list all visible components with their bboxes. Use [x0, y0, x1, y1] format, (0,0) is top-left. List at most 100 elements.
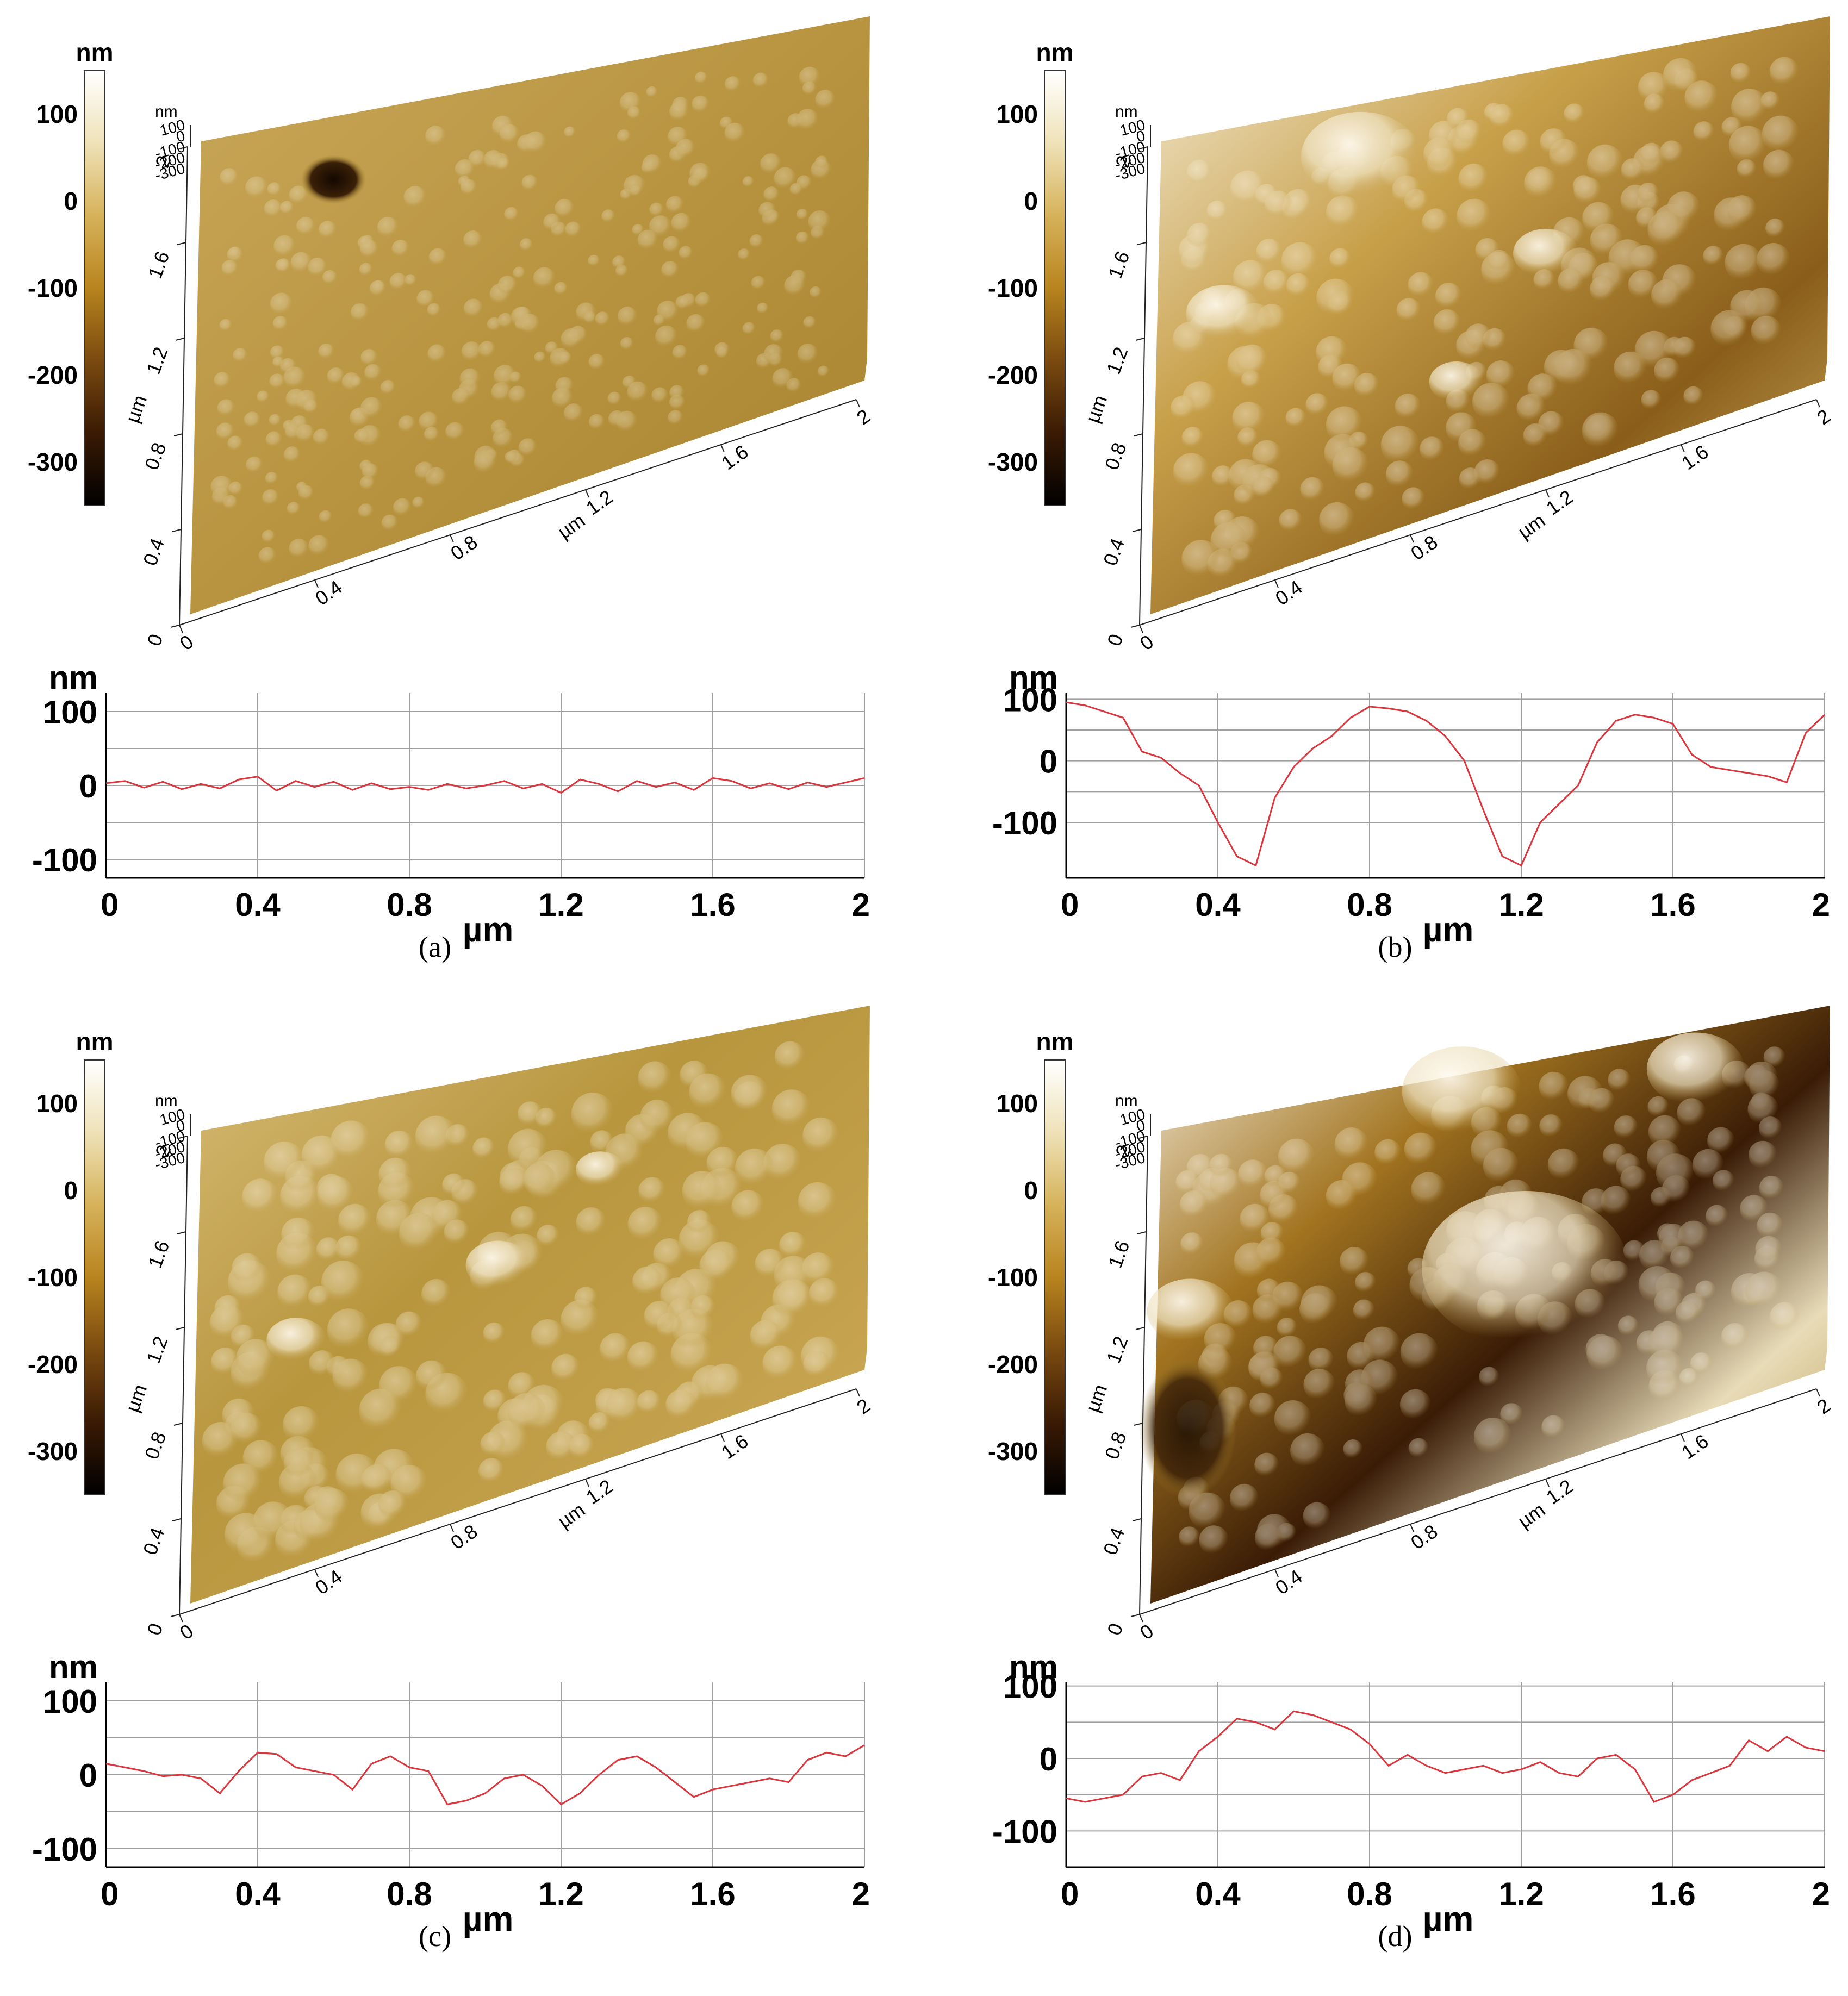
- surface-grain: [1745, 1271, 1783, 1309]
- surface-grain: [808, 1278, 841, 1309]
- surface-grain: [335, 1235, 363, 1263]
- x-tick-label: 0: [1136, 630, 1158, 654]
- surface-grain: [1355, 482, 1376, 503]
- surface-grain: [359, 1388, 403, 1433]
- surface-grain: [1693, 121, 1715, 143]
- y-tick-label: 0.4: [1099, 535, 1129, 569]
- surface-grain: [742, 322, 756, 336]
- y-tick: [178, 146, 188, 149]
- surface-grain: [1763, 1046, 1786, 1069]
- surface-highlight: [1429, 361, 1484, 402]
- surface-grain: [1332, 363, 1362, 394]
- surface-grain: [1210, 522, 1248, 559]
- surface-pit: [301, 155, 366, 204]
- surface-grain: [1186, 159, 1213, 186]
- surface-grain: [1457, 198, 1492, 234]
- surface-grain: [364, 364, 382, 382]
- colorbar-unit: nm: [1036, 38, 1074, 66]
- x-tick-label: 1.6: [1677, 440, 1713, 474]
- surface-grain: [1488, 250, 1510, 272]
- surface-grain: [283, 446, 301, 464]
- colorbar-tick: 0: [64, 1176, 78, 1205]
- x-tick-label: 1.6: [1677, 1430, 1713, 1463]
- surface-grain: [1249, 1393, 1276, 1419]
- surface-grain: [264, 1142, 306, 1183]
- profile-x-tick: 0: [1061, 1876, 1079, 1912]
- y-tick-label: 1.6: [1104, 248, 1134, 282]
- surface-grain: [600, 1333, 632, 1365]
- surface-grain: [242, 1178, 279, 1216]
- x-tick: [585, 1479, 589, 1487]
- profile-x-tick: 0.4: [235, 887, 281, 923]
- profile-x-tick: 0.8: [1347, 887, 1392, 923]
- colorbar-scale: [84, 70, 105, 506]
- y-tick: [1138, 146, 1148, 149]
- surface-grain: [763, 344, 784, 365]
- surface-grain: [424, 427, 440, 442]
- surface-3d: [190, 16, 870, 614]
- surface-grain: [377, 216, 399, 239]
- surface-grain: [705, 1363, 745, 1403]
- surface-grain: [638, 1061, 673, 1096]
- profile-y-label: nm: [1009, 659, 1058, 696]
- surface-grain: [505, 451, 518, 464]
- surface-grain: [1385, 460, 1414, 489]
- x-tick: [1139, 625, 1143, 633]
- surface-grain: [331, 1120, 372, 1162]
- surface-grain: [303, 400, 319, 415]
- surface-grain: [537, 1225, 560, 1248]
- surface-grain: [1256, 1237, 1286, 1268]
- profile-x-tick: 0.4: [1195, 1876, 1241, 1912]
- x-tick-label: 1.2: [1542, 1475, 1577, 1508]
- surface-grain: [779, 1231, 807, 1259]
- x-axis-unit: µm: [553, 1498, 589, 1532]
- surface-grain: [606, 1387, 643, 1425]
- profile-y-tick: 100: [43, 694, 97, 731]
- surface-grain: [398, 415, 416, 434]
- surface-grain: [393, 498, 412, 517]
- y-tick: [1130, 625, 1140, 628]
- surface-grain: [223, 1463, 264, 1505]
- surface-grain: [1651, 279, 1683, 311]
- y-tick-label: 0.8: [1100, 1429, 1131, 1462]
- surface-grain: [689, 163, 712, 185]
- surface-grain: [731, 1075, 769, 1113]
- surface-grain: [1472, 383, 1510, 421]
- profile-x-tick: 0: [1061, 887, 1079, 923]
- surface-grain: [699, 1249, 735, 1284]
- x-tick-label: 0.8: [1407, 1520, 1442, 1554]
- surface-grain: [338, 1203, 372, 1238]
- surface-highlight: [1147, 1278, 1234, 1344]
- surface-grain: [316, 1237, 341, 1262]
- surface-grain: [270, 345, 285, 360]
- surface-grain: [669, 385, 685, 401]
- surface-grain: [665, 196, 685, 215]
- surface-axes: [1130, 1114, 1820, 1623]
- surface-grain: [463, 298, 484, 319]
- surface-grain: [1658, 1224, 1688, 1253]
- surface-grain: [1758, 1116, 1783, 1140]
- surface-grain: [1573, 177, 1602, 205]
- surface-grain: [1527, 373, 1558, 404]
- surface-grain: [646, 86, 658, 98]
- surface-grain: [1240, 1203, 1271, 1234]
- surface-grain: [1332, 447, 1370, 484]
- surface-grain: [1616, 1153, 1641, 1178]
- surface-grain: [1582, 202, 1615, 235]
- surface-grain: [412, 496, 425, 509]
- surface-grain: [1326, 1180, 1358, 1212]
- x-tick: [314, 1569, 319, 1577]
- x-tick-label: 0.4: [311, 576, 346, 609]
- x-tick-label: 1.2: [582, 1475, 617, 1508]
- surface-grain: [379, 1336, 402, 1358]
- surface-grain: [655, 325, 679, 348]
- surface-grain: [296, 424, 315, 444]
- surface-grain: [272, 316, 289, 332]
- profile-line: [105, 1744, 865, 1806]
- surface-grain: [483, 1322, 506, 1345]
- surface-grain: [543, 213, 562, 232]
- y-tick-label: 1.2: [142, 344, 172, 377]
- surface-grain: [236, 1339, 276, 1379]
- surface-grain: [1586, 1336, 1624, 1373]
- y-tick: [175, 1327, 185, 1330]
